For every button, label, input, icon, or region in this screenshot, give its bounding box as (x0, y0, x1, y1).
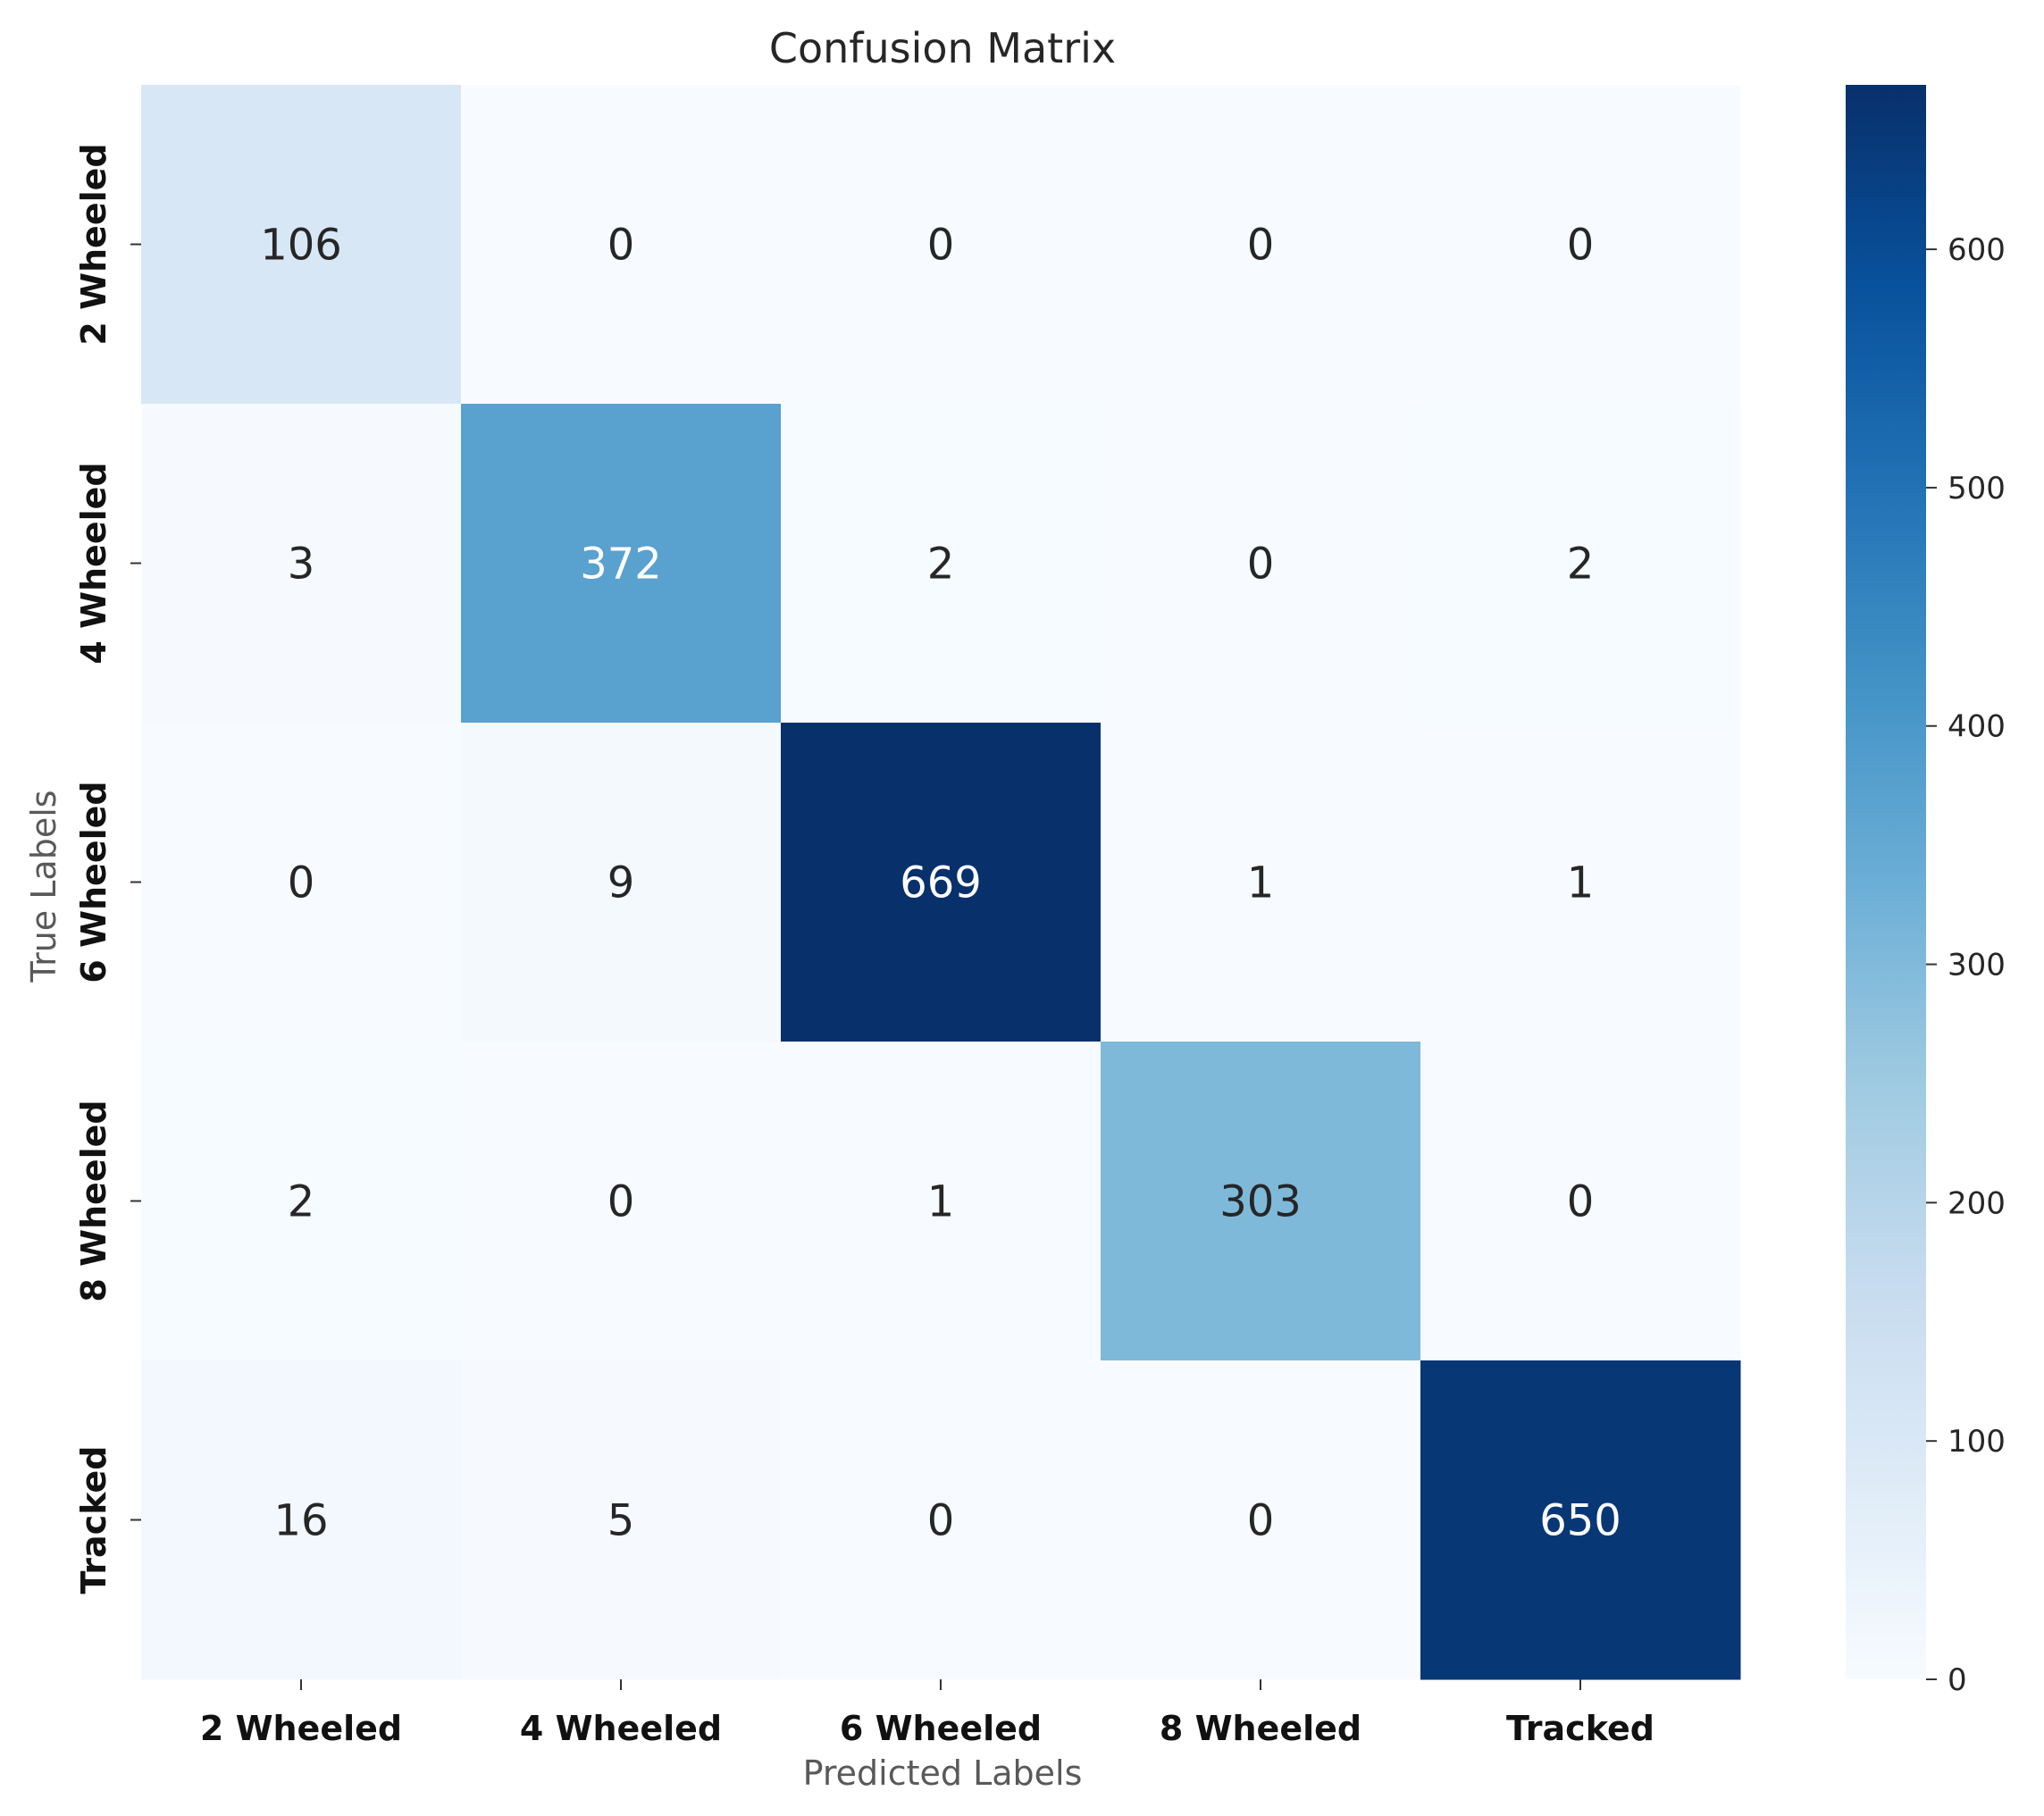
cell-value-r3-c4: 0 (1567, 1177, 1595, 1227)
heatmap-cell-r4-c1 (461, 1360, 782, 1680)
cell-value-r1-c2: 2 (927, 540, 955, 590)
cell-value-r2-c2: 669 (900, 858, 982, 908)
heatmap-cell-r3-c0 (141, 1042, 462, 1361)
cell-value-r2-c1: 9 (607, 858, 635, 908)
cell-value-r2-c4: 1 (1567, 858, 1595, 908)
colorbar-tick-label-400: 400 (1948, 709, 2006, 745)
cell-value-r1-c1: 372 (580, 540, 662, 590)
cell-value-r4-c1: 5 (607, 1496, 635, 1546)
chart-title: Confusion Matrix (769, 24, 1116, 72)
x-axis-label: Predicted Labels (803, 1753, 1083, 1793)
y-axis-ticks: 2 Wheeled 4 Wheeled 6 Wheeled 8 Wheeled Trac… (74, 143, 141, 1594)
y-tick-label-2-wheeled: 2 Wheeled (74, 143, 113, 345)
heatmap-cell-r0-c4 (1420, 85, 1741, 405)
heatmap-cell-r0-c2 (781, 85, 1102, 405)
heatmap-cell-r1-c1 (461, 404, 782, 724)
heatmap-cell-r4-c3 (1101, 1360, 1421, 1680)
y-tick-label-8-wheeled: 8 Wheeled (74, 1100, 113, 1301)
heatmap-cell-r2-c4 (1420, 723, 1741, 1042)
cell-value-r4-c3: 0 (1247, 1496, 1275, 1546)
cell-value-r0-c3: 0 (1247, 221, 1275, 271)
cell-value-r0-c0: 106 (260, 221, 342, 271)
cell-value-r3-c1: 0 (607, 1177, 635, 1227)
heatmap-cell-r3-c3 (1101, 1042, 1421, 1361)
heatmap-cell-r2-c1 (461, 723, 782, 1042)
colorbar-tick-label-0: 0 (1948, 1662, 1967, 1698)
cell-value-r2-c0: 0 (288, 858, 315, 908)
heatmap-cell-r2-c2 (781, 723, 1102, 1042)
cell-value-r4-c2: 0 (927, 1496, 955, 1546)
colorbar-tick-label-300: 300 (1948, 948, 2006, 983)
heatmap-cell-r2-c3 (1101, 723, 1421, 1042)
cell-value-r3-c0: 2 (288, 1177, 315, 1227)
y-axis-label: True Labels (24, 790, 63, 983)
cell-value-r4-c4: 650 (1539, 1496, 1621, 1546)
heatmap-cell-r1-c2 (781, 404, 1102, 724)
heatmap-cell-r3-c4 (1420, 1042, 1741, 1361)
colorbar-ticks: 0 100 200 300 400 500 600 (1926, 232, 2006, 1698)
x-tick-label-2-wheeled: 2 Wheeled (200, 1709, 402, 1748)
heatmap-cell-r0-c0 (141, 85, 462, 405)
y-tick-label-4-wheeled: 4 Wheeled (74, 462, 113, 664)
heatmap-cell-r3-c2 (781, 1042, 1102, 1361)
cell-value-r0-c2: 0 (927, 221, 955, 271)
cell-value-r1-c4: 2 (1567, 540, 1595, 590)
heatmap-cell-r1-c4 (1420, 404, 1741, 724)
x-tick-label-6-wheeled: 6 Wheeled (840, 1709, 1042, 1748)
y-tick-label-tracked: Tracked (74, 1446, 113, 1594)
x-tick-label-4-wheeled: 4 Wheeled (520, 1709, 722, 1748)
heatmap-cell-r3-c1 (461, 1042, 782, 1361)
cell-value-r4-c0: 16 (273, 1496, 328, 1546)
x-tick-label-8-wheeled: 8 Wheeled (1160, 1709, 1361, 1748)
x-tick-label-tracked: Tracked (1506, 1709, 1654, 1748)
colorbar-tick-label-500: 500 (1948, 471, 2006, 506)
heatmap-cell-r0-c1 (461, 85, 782, 405)
cell-value-r2-c3: 1 (1247, 858, 1275, 908)
heatmap-cell-r1-c0 (141, 404, 462, 724)
heatmap-cell-r2-c0 (141, 723, 462, 1042)
cell-value-r0-c1: 0 (607, 221, 635, 271)
heatmap-cell-r4-c0 (141, 1360, 462, 1680)
colorbar-tick-label-200: 200 (1948, 1185, 2006, 1221)
heatmap-value-labels: 106 0 0 0 0 3 372 2 0 2 0 9 669 1 1 2 0 1 303 0 16 5 0 0 650 (260, 221, 1621, 1546)
heatmap-cell-r0-c3 (1101, 85, 1421, 405)
colorbar (1846, 85, 1926, 1679)
heatmap-cell-r4-c2 (781, 1360, 1102, 1680)
heatmap-grid (141, 85, 1741, 1680)
cell-value-r0-c4: 0 (1567, 221, 1595, 271)
cell-value-r1-c3: 0 (1247, 540, 1275, 590)
y-tick-label-6-wheeled: 6 Wheeled (74, 781, 113, 983)
colorbar-tick-label-600: 600 (1948, 232, 2006, 268)
colorbar-tick-label-100: 100 (1948, 1424, 2006, 1460)
cell-value-r3-c2: 1 (927, 1177, 955, 1227)
cell-value-r1-c0: 3 (288, 540, 315, 590)
heatmap-cell-r4-c4 (1420, 1360, 1741, 1680)
x-axis-ticks: 2 Wheeled 4 Wheeled 6 Wheeled 8 Wheeled Trac… (200, 1679, 1654, 1748)
heatmap-cell-r1-c3 (1101, 404, 1421, 724)
cell-value-r3-c3: 303 (1219, 1177, 1302, 1227)
